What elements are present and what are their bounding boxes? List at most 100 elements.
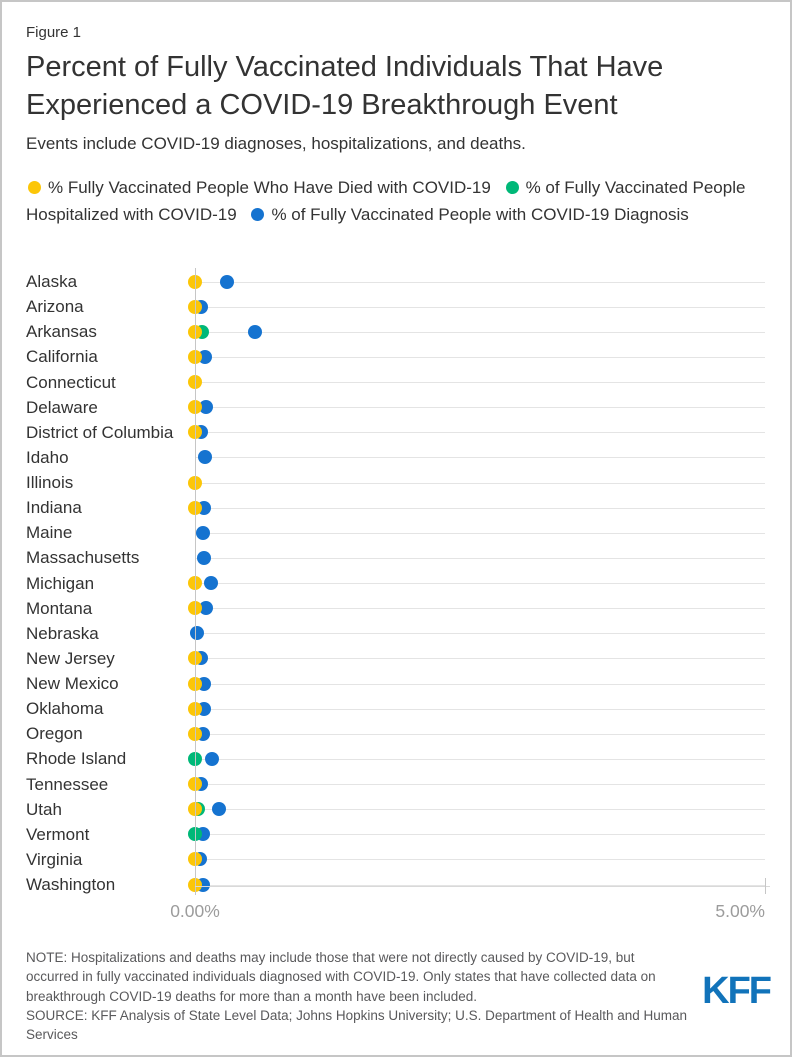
row-gridline (195, 331, 765, 333)
legend-dot-died-icon (28, 181, 41, 194)
state-label: Maine (26, 523, 73, 543)
diagnosis-dot (219, 274, 234, 289)
state-label: New Mexico (26, 674, 119, 693)
chart-row: Idaho (2, 445, 790, 470)
legend-item: % of Fully Vaccinated People with COVID-… (249, 205, 689, 224)
state-dot-plot: Alaska Arizona Arkansas California Connectic… (2, 256, 790, 946)
state-label: Virginia (26, 849, 83, 869)
chart-row: Nebraska (2, 621, 790, 646)
legend-dot-hospitalized-icon (505, 181, 519, 194)
state-label: Connecticut (26, 372, 116, 392)
state-label: Delaware (26, 397, 98, 417)
chart-row: Vermont (2, 822, 790, 847)
chart-row: Virginia (2, 847, 790, 872)
legend-dot-diagnosis-icon (251, 208, 265, 221)
diagnosis-dot (195, 525, 210, 540)
x-tick (765, 878, 766, 894)
chart-row: Indiana (2, 495, 790, 520)
diagnosis-dot (205, 751, 220, 766)
row-gridline (195, 432, 765, 434)
subtitle: Events include COVID-19 diagnoses, hospi… (26, 134, 526, 153)
row-gridline (195, 281, 765, 283)
state-label: Arkansas (26, 322, 97, 342)
chart-row: New Mexico (2, 671, 790, 696)
state-label: Rhode Island (26, 749, 127, 769)
state-label: Vermont (26, 824, 90, 844)
state-label: Oklahoma (26, 699, 104, 719)
chart-row: Tennessee (2, 772, 790, 797)
state-label: Montana (26, 598, 93, 618)
row-gridline (195, 306, 765, 308)
chart-row: California (2, 344, 790, 369)
chart-row: Washington (2, 872, 790, 897)
state-label: Tennessee (26, 774, 109, 794)
diagnosis-dot (197, 550, 212, 565)
row-gridline (195, 708, 765, 710)
x-tick-label: 0.00% (170, 901, 220, 921)
diagnosis-dot (199, 601, 214, 616)
chart-row: Oklahoma (2, 696, 790, 721)
row-gridline (195, 733, 765, 735)
row-gridline (195, 834, 765, 836)
state-label: Alaska (26, 272, 78, 291)
state-label: Nebraska (26, 623, 99, 643)
chart-row: Michigan (2, 571, 790, 596)
chart-row: Delaware (2, 395, 790, 420)
chart-row: Massachusetts (2, 545, 790, 570)
x-tick-label: 5.00% (715, 901, 765, 921)
state-label: Michigan (26, 573, 95, 593)
kff-logo: KFF (702, 970, 772, 1012)
state-label: Washington (26, 875, 116, 894)
row-gridline (195, 758, 765, 760)
row-gridline (195, 507, 765, 509)
state-label: California (26, 347, 98, 367)
row-gridline (195, 658, 765, 660)
diagnosis-dot (203, 576, 218, 591)
chart-row: Arizona (2, 294, 790, 319)
chart-row: Rhode Island (2, 746, 790, 771)
diagnosis-dot (198, 450, 213, 465)
chart-row: Connecticut (2, 370, 790, 395)
chart-row: New Jersey (2, 646, 790, 671)
row-gridline (195, 407, 765, 409)
legend-item-label: % of Fully Vaccinated People Hospitalize… (26, 178, 746, 224)
chart-row: Arkansas (2, 319, 790, 344)
chart-row: Maine (2, 520, 790, 545)
row-gridline (195, 884, 765, 886)
legend-item: % of Fully Vaccinated People Hospitalize… (26, 178, 745, 224)
source-text: SOURCE: KFF Analysis of State Level Data… (26, 1007, 688, 1043)
diagnosis-dot (198, 349, 213, 364)
legend-item-label: % Fully Vaccinated People Who Have Died … (48, 178, 491, 197)
state-label: Illinois (26, 473, 74, 492)
state-label: Utah (26, 799, 62, 819)
row-gridline (195, 532, 765, 534)
state-label: District of Columbia (26, 422, 174, 442)
row-gridline (195, 457, 765, 459)
state-label: Idaho (26, 447, 69, 467)
legend-item-label: % of Fully Vaccinated People with COVID-… (271, 205, 689, 224)
figure-label: Figure 1 (26, 24, 82, 41)
chart-row: Illinois (2, 470, 790, 495)
diagnosis-dot (190, 626, 205, 641)
row-gridline (195, 608, 765, 610)
footer-notes: NOTE: Hospitalizations and deaths may in… (26, 948, 688, 1044)
row-gridline (195, 859, 765, 861)
chart-row: District of Columbia (2, 420, 790, 445)
row-gridline (195, 809, 765, 811)
row-gridline (195, 482, 765, 484)
y-axis-line (195, 268, 196, 895)
state-label: Arizona (26, 297, 84, 317)
row-gridline (195, 784, 765, 786)
row-gridline (195, 382, 765, 384)
note-text: NOTE: Hospitalizations and deaths may in… (26, 950, 656, 1004)
chart-row: Utah (2, 797, 790, 822)
row-gridline (195, 557, 765, 559)
state-label: New Jersey (26, 648, 115, 668)
row-gridline (195, 633, 765, 635)
legend-item: % Fully Vaccinated People Who Have Died … (26, 178, 491, 197)
diagnosis-dot (211, 802, 226, 817)
chart-row: Alaska (2, 269, 790, 294)
state-label: Massachusetts (26, 548, 140, 568)
x-axis-line (195, 886, 770, 887)
